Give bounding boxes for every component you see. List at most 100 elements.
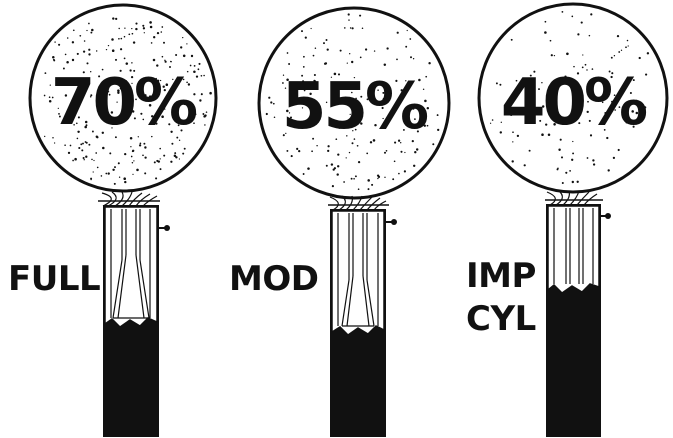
- choke-modified-group: 55% MOD: [229, 6, 451, 437]
- pellet-dot: [425, 75, 428, 78]
- pellet-dot: [175, 156, 178, 159]
- pellet-dot: [298, 149, 301, 153]
- pellet-dot: [345, 157, 347, 159]
- pellet-dot: [203, 115, 206, 118]
- pellet-dot: [314, 47, 317, 50]
- pellet-dot: [338, 127, 341, 129]
- shot-stream-improved-cylinder: [545, 190, 603, 206]
- pellet-dot: [117, 91, 120, 95]
- pellet-dot: [414, 151, 417, 154]
- pellet-dot: [205, 111, 208, 113]
- pellet-dot: [107, 44, 110, 47]
- pellet-dot: [44, 72, 47, 75]
- pellet-dot: [170, 160, 173, 163]
- pellet-dot: [311, 109, 314, 112]
- pellet-dot: [67, 151, 71, 155]
- pellet-dot: [81, 94, 84, 98]
- pellet-dot: [337, 165, 340, 168]
- pellet-dot: [571, 158, 574, 161]
- pellet-dot: [142, 154, 144, 157]
- pellet-dot: [302, 80, 305, 83]
- pellet-dot: [372, 139, 376, 142]
- pellet-dot: [88, 22, 90, 25]
- pellet-dot: [410, 56, 412, 59]
- pellet-dot: [541, 105, 545, 108]
- pellet-dot: [75, 122, 78, 125]
- pellet-dot: [58, 115, 61, 118]
- pellet-dot: [66, 80, 69, 84]
- pellet-dot: [149, 25, 153, 29]
- pellet-dot: [180, 129, 183, 132]
- pellet-dot: [569, 170, 571, 172]
- pellet-dot: [356, 144, 359, 147]
- pellet-dot: [553, 123, 556, 126]
- pellet-dot: [71, 58, 75, 62]
- pellet-dot: [161, 26, 164, 28]
- pellet-dot: [302, 173, 305, 175]
- pellet-dot: [187, 83, 191, 86]
- pellet-dot: [183, 147, 186, 150]
- pellet-dot: [105, 172, 108, 175]
- pellet-dot: [113, 117, 115, 119]
- pellet-dot: [110, 111, 114, 114]
- pellet-dot: [142, 24, 145, 27]
- pellet-dot: [603, 129, 606, 131]
- pellet-dot: [69, 144, 72, 147]
- pellet-dot: [383, 63, 387, 67]
- pellet-dot: [90, 94, 93, 97]
- pellet-dot: [382, 97, 385, 100]
- pellet-dot: [101, 68, 104, 71]
- pellet-dot: [112, 168, 115, 172]
- pellet-dot: [107, 89, 109, 91]
- pellet-dot: [99, 92, 101, 95]
- pellet-dot: [424, 99, 427, 103]
- pattern-percent-full: 70%: [51, 66, 197, 140]
- pellet-dot: [164, 59, 166, 62]
- pellet-dot: [353, 138, 356, 140]
- pellet-dot: [357, 188, 360, 191]
- pellet-dot: [581, 66, 584, 69]
- pellet-dot: [52, 58, 55, 61]
- pellet-dot: [286, 78, 289, 81]
- pellet-dot: [180, 46, 183, 49]
- pellet-dot: [85, 124, 88, 127]
- pellet-dot: [143, 32, 145, 34]
- pellet-dot: [409, 38, 412, 40]
- pellet-dot: [381, 82, 385, 85]
- pellet-dot: [646, 52, 650, 55]
- pellet-dot: [571, 15, 574, 18]
- pellet-dot: [265, 112, 268, 116]
- pellet-dot: [193, 122, 195, 125]
- pellet-dot: [91, 130, 94, 133]
- pellet-dot: [195, 113, 197, 115]
- pellet-dot: [296, 87, 299, 90]
- pellet-dot: [541, 81, 543, 84]
- pellet-dot: [361, 27, 364, 29]
- pellet-dot: [95, 135, 99, 138]
- pellet-dot: [108, 93, 111, 96]
- pellet-dot: [142, 27, 146, 30]
- pellet-dot: [118, 37, 120, 40]
- pellet-dot: [301, 107, 304, 109]
- pellet-dot: [592, 159, 595, 162]
- pellet-dot: [354, 128, 357, 131]
- pellet-dot: [386, 47, 389, 50]
- pellet-dot: [337, 153, 340, 156]
- pellet-dot: [105, 48, 108, 51]
- pellet-dot: [635, 99, 638, 103]
- pellet-dot: [203, 74, 205, 77]
- pellet-dot: [124, 152, 127, 156]
- pellet-dot: [84, 125, 87, 129]
- pellet-dot: [357, 87, 359, 90]
- pellet-dot: [351, 27, 354, 30]
- pellet-dot: [144, 172, 147, 175]
- pellet-dot: [393, 160, 396, 163]
- pellet-dot: [410, 106, 412, 108]
- pellet-dot: [558, 148, 561, 151]
- pellet-dot: [111, 127, 113, 129]
- pellet-dot: [152, 58, 156, 62]
- pellet-dot: [289, 116, 293, 119]
- pellet-dot: [620, 49, 623, 51]
- pellet-dot: [341, 122, 345, 125]
- pellet-dot: [128, 33, 131, 36]
